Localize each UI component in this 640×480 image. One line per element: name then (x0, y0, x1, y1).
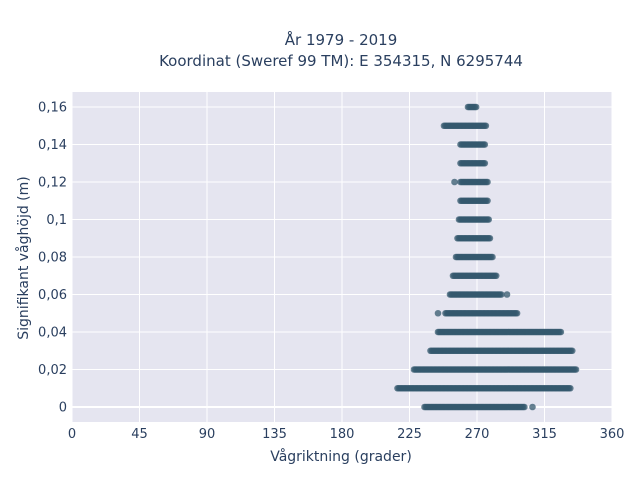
x-tick-label: 360 (600, 427, 625, 442)
data-point (492, 272, 500, 280)
y-tick-label: 0,04 (38, 326, 67, 341)
data-point (484, 178, 491, 186)
y-axis-ticks: 0 0,02 0,04 0,06 0,08 0,1 0,12 0,14 0,16 (38, 101, 67, 416)
data-point (498, 291, 505, 298)
data-point (513, 309, 521, 317)
data-point (472, 103, 480, 111)
x-tick-label: 135 (262, 427, 287, 442)
x-tick-label: 45 (131, 427, 148, 442)
y-tick-label: 0,06 (38, 288, 67, 303)
data-point (481, 141, 489, 148)
y-tick-label: 0,16 (38, 101, 67, 116)
data-point (529, 403, 536, 411)
chart-title-line2: Koordinat (Sweref 99 TM): E 354315, N 62… (159, 52, 523, 70)
y-axis-label: Signifikant våghöjd (m) (15, 176, 32, 339)
data-point (451, 178, 458, 186)
data-point (434, 309, 442, 317)
y-tick-label: 0,02 (38, 363, 67, 378)
y-tick-label: 0 (59, 401, 67, 416)
y-tick-label: 0,08 (38, 251, 67, 266)
x-axis-ticks: 0 45 90 135 180 225 270 315 360 (68, 427, 625, 442)
data-points (394, 103, 580, 411)
data-point (485, 216, 493, 223)
x-tick-label: 0 (68, 427, 76, 442)
data-point (567, 384, 574, 392)
x-tick-label: 270 (465, 427, 490, 442)
y-tick-label: 0,14 (38, 138, 67, 153)
data-point (486, 234, 494, 242)
data-point (481, 159, 489, 167)
x-tick-label: 225 (397, 427, 422, 442)
y-tick-label: 0,12 (38, 176, 67, 191)
data-point (489, 253, 496, 261)
data-point (572, 366, 580, 373)
x-tick-label: 180 (330, 427, 355, 442)
x-tick-label: 315 (532, 427, 557, 442)
data-point (503, 291, 511, 298)
data-point (482, 122, 490, 130)
x-tick-label: 90 (199, 427, 216, 442)
data-point (557, 328, 565, 336)
data-point (568, 347, 576, 355)
y-tick-label: 0,1 (46, 213, 67, 228)
chart-title-line1: År 1979 - 2019 (285, 30, 398, 49)
data-point (484, 197, 491, 205)
x-axis-label: Vågriktning (grader) (270, 448, 412, 465)
data-point (521, 403, 528, 411)
